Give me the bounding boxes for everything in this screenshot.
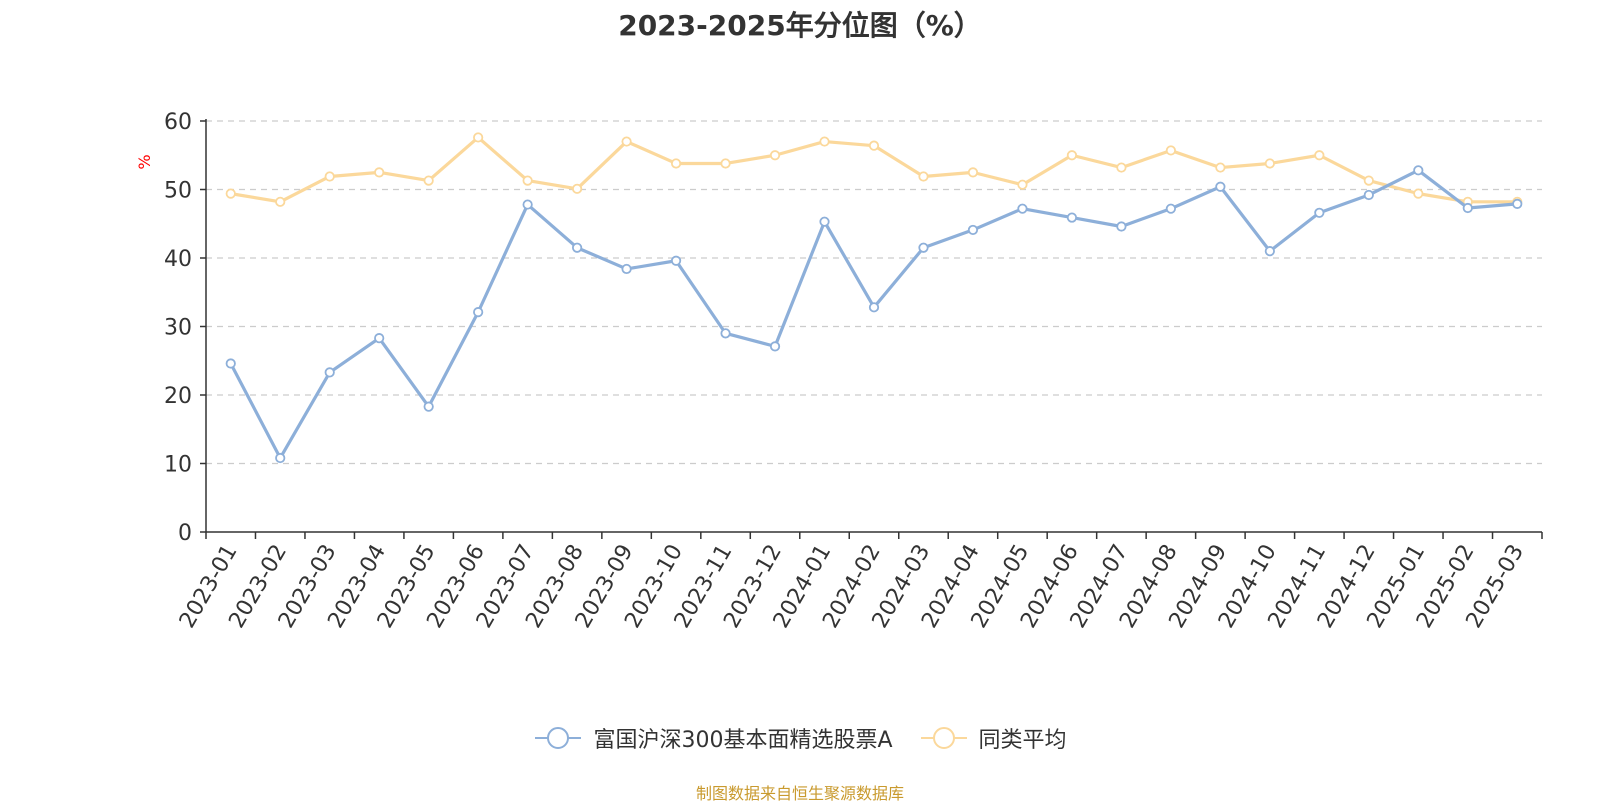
- data-point-peer-average: [1017, 179, 1028, 190]
- data-point-peer-average: [1165, 145, 1176, 156]
- data-point-fund: [1066, 212, 1078, 223]
- data-point-peer-average: [522, 175, 533, 186]
- legend-item-fund[interactable]: 富国沪深300基本面精选股票A: [533, 722, 893, 754]
- data-point-fund: [769, 341, 781, 352]
- data-point-fund: [374, 333, 385, 344]
- data-point-peer-average: [324, 171, 335, 182]
- data-point-peer-average: [1264, 158, 1275, 169]
- data-point-fund: [918, 242, 929, 253]
- data-point-fund: [1462, 202, 1473, 214]
- data-point-fund: [621, 263, 632, 275]
- data-point-peer-average: [423, 175, 434, 186]
- data-point-fund: [1264, 246, 1275, 257]
- data-point-fund: [1413, 165, 1424, 176]
- data-point-fund: [1017, 203, 1028, 214]
- data-point-fund: [522, 199, 533, 210]
- data-point-fund: [572, 242, 583, 253]
- y-tick-label: 10: [164, 453, 192, 478]
- data-point-fund: [275, 452, 286, 464]
- data-point-peer-average: [769, 150, 781, 161]
- data-point-fund: [819, 216, 830, 227]
- data-point-peer-average: [720, 158, 731, 169]
- data-point-fund: [1165, 203, 1176, 214]
- data-point-fund: [868, 302, 880, 313]
- data-point-fund: [1363, 189, 1374, 201]
- data-point-fund: [720, 328, 731, 339]
- y-tick-label: 60: [164, 110, 192, 135]
- legend-marker-peer-average-icon: [920, 727, 967, 749]
- data-point-fund: [473, 307, 484, 318]
- data-point-fund: [670, 255, 682, 266]
- data-point-fund: [1512, 198, 1523, 209]
- data-point-peer-average: [621, 136, 632, 147]
- axes: 0102030405060%2023-012023-022023-032023-…: [135, 110, 1543, 632]
- data-point-fund: [324, 367, 335, 378]
- data-point-peer-average: [1363, 175, 1374, 186]
- legend-item-peer-average[interactable]: 同类平均: [919, 722, 1067, 754]
- data-point-peer-average: [374, 167, 385, 178]
- data-point-peer-average: [572, 183, 583, 194]
- source-note: 制图数据来自恒生聚源数据库: [695, 784, 904, 803]
- series-peer-average: [225, 132, 1523, 207]
- data-point-peer-average: [225, 188, 236, 199]
- grid-lines: [206, 120, 1542, 465]
- data-point-peer-average: [670, 158, 682, 169]
- y-tick-label: 0: [178, 521, 192, 546]
- y-tick-label: 50: [164, 179, 192, 204]
- data-point-fund: [1116, 221, 1127, 232]
- y-tick-label: 20: [164, 384, 192, 409]
- data-point-peer-average: [275, 196, 286, 207]
- data-point-fund: [1215, 181, 1226, 192]
- legend: 富国沪深300基本面精选股票A 同类平均: [0, 722, 1600, 754]
- legend-marker-fund-icon: [535, 727, 582, 749]
- data-point-peer-average: [1215, 162, 1226, 173]
- series: [225, 132, 1523, 464]
- legend-label-fund: 富国沪深300基本面精选股票A: [593, 728, 893, 753]
- series-fund: [225, 165, 1523, 464]
- legend-label-peer-average: 同类平均: [978, 728, 1067, 753]
- chart-title: 2023-2025年分位图（%）: [618, 9, 982, 42]
- data-point-fund: [225, 358, 236, 369]
- data-point-peer-average: [918, 171, 929, 182]
- data-point-peer-average: [473, 132, 484, 143]
- data-point-peer-average: [868, 140, 880, 151]
- y-tick-label: 40: [164, 247, 192, 272]
- data-point-peer-average: [1066, 150, 1078, 161]
- y-tick-label: 30: [164, 316, 192, 341]
- data-point-fund: [967, 224, 979, 236]
- data-point-peer-average: [967, 167, 979, 178]
- data-point-peer-average: [1116, 162, 1127, 173]
- data-point-peer-average: [1413, 188, 1424, 199]
- y-axis-label: %: [135, 154, 154, 169]
- data-point-fund: [1314, 207, 1325, 218]
- data-point-fund: [423, 401, 434, 412]
- data-point-peer-average: [819, 136, 830, 147]
- data-point-peer-average: [1314, 150, 1325, 161]
